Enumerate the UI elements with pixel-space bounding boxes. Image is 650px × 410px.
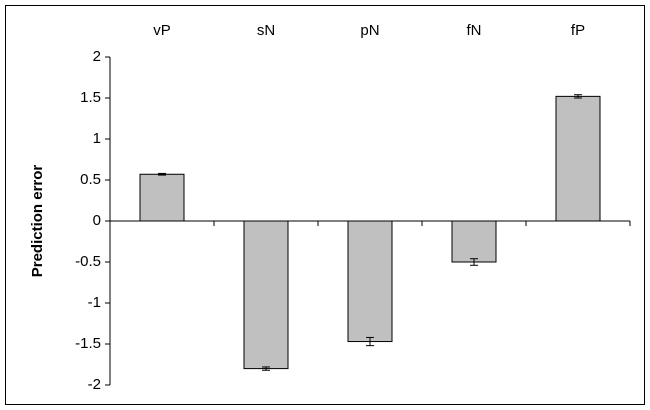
bar: [347, 220, 393, 343]
category-label: fP: [571, 22, 585, 39]
chart-frame: [5, 5, 645, 405]
error-bar: [158, 172, 166, 176]
y-tick-label: 0: [93, 212, 101, 229]
y-tick-label: -1.5: [75, 335, 101, 352]
y-tick-label: -1: [88, 294, 101, 311]
error-bar: [574, 94, 582, 99]
y-tick-label: 1.5: [80, 89, 101, 106]
bar: [243, 220, 289, 370]
error-bar: [262, 366, 270, 371]
error-bar: [366, 336, 374, 347]
y-tick-label: -0.5: [75, 253, 101, 270]
y-axis-label: Prediction error: [29, 165, 46, 278]
bar: [451, 220, 497, 263]
y-tick-label: 2: [93, 48, 101, 65]
category-label: vP: [153, 22, 171, 39]
error-bar: [470, 258, 478, 266]
y-tick-label: 1: [93, 130, 101, 147]
bar: [555, 95, 601, 222]
category-label: pN: [360, 22, 379, 39]
y-tick-label: 0.5: [80, 171, 101, 188]
category-label: fN: [467, 22, 482, 39]
y-tick-label: -2: [88, 376, 101, 393]
bar: [139, 173, 185, 222]
category-label: sN: [257, 22, 275, 39]
